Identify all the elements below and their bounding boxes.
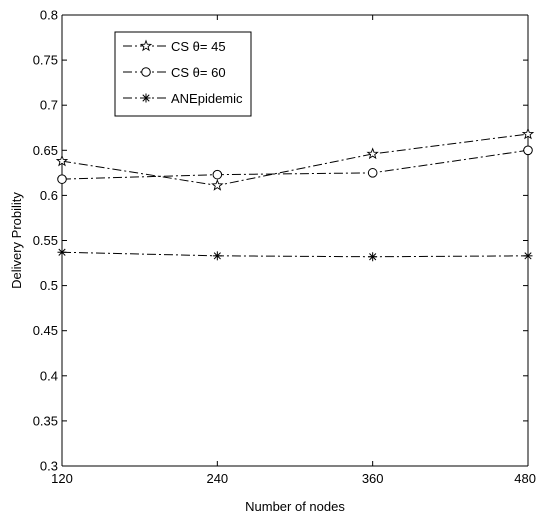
series-line	[61, 149, 529, 180]
y-axis-label: Delivery Probility	[9, 192, 24, 289]
y-tick-label: 0.8	[40, 8, 58, 23]
x-ticks: 120 240 360 480	[51, 15, 536, 486]
data-point	[368, 252, 378, 262]
x-tick-label: 360	[362, 471, 384, 486]
data-point	[523, 251, 533, 261]
y-tick-label: 0.4	[40, 368, 58, 383]
series-2	[57, 145, 533, 184]
legend-label: ANEpidemic	[171, 91, 243, 106]
y-tick-label: 0.35	[33, 413, 58, 428]
data-point	[57, 247, 67, 257]
y-tick-label: 0.3	[40, 459, 58, 474]
legend-marker	[141, 93, 151, 103]
y-tick-label: 0.7	[40, 98, 58, 113]
legend-item: ANEpidemic	[123, 91, 243, 106]
legend: CS θ= 45 CS θ= 60 ANEpidemic	[114, 31, 252, 117]
data-point	[211, 178, 224, 191]
y-tick-label: 0.65	[33, 143, 58, 158]
series-line	[61, 133, 529, 186]
legend-label: CS θ= 60	[171, 65, 226, 80]
legend-label: CS θ= 45	[171, 39, 226, 54]
data-point	[367, 168, 378, 178]
data-point	[57, 174, 67, 184]
legend-marker	[139, 39, 153, 52]
y-tick-label: 0.6	[40, 188, 58, 203]
y-tick-label: 0.55	[33, 233, 58, 248]
legend-item: CS θ= 45	[123, 39, 226, 54]
x-tick-label: 240	[206, 471, 228, 486]
data-point	[366, 147, 379, 160]
data-point	[212, 169, 223, 180]
data-point	[212, 251, 222, 261]
x-axis-label: Number of nodes	[245, 499, 345, 514]
legend-marker	[141, 67, 151, 77]
x-tick-label: 120	[51, 471, 73, 486]
data-point	[523, 145, 533, 156]
series-3	[57, 247, 533, 262]
series-1	[55, 127, 535, 191]
y-tick-label: 0.5	[40, 278, 58, 293]
y-tick-label: 0.75	[33, 53, 58, 68]
x-tick-label: 480	[514, 471, 536, 486]
data-point	[55, 154, 69, 167]
series-line	[61, 251, 529, 258]
data-point	[521, 127, 535, 140]
legend-box	[114, 31, 252, 117]
legend-item: CS θ= 60	[123, 65, 226, 80]
y-ticks: 0.3 0.35 0.4 0.45 0.5 0.55 0.6 0.65 0.7 0.75 0.8	[33, 8, 528, 474]
y-tick-label: 0.45	[33, 323, 58, 338]
